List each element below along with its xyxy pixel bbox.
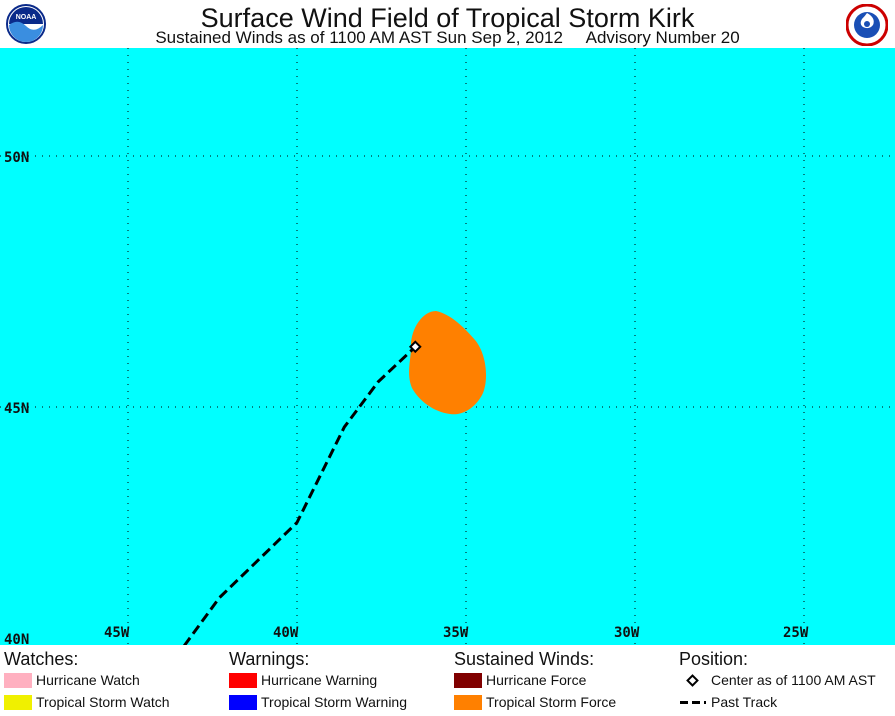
svg-text:NOAA: NOAA [16,14,37,21]
lat-label: 40N [4,632,29,645]
center-marker-icon [686,674,699,687]
tropical-storm-watch-swatch [4,695,32,710]
map: 50N 45N 40N 45W 40W 35W 30W 25W [0,48,895,645]
legend-item-tropical-storm-warning: Tropical Storm Warning [229,694,407,710]
lat-label: 45N [4,401,29,417]
legend-item-past-track: Past Track [679,694,777,710]
tropical-storm-force-swatch [454,695,482,710]
position-heading: Position: [679,649,749,669]
lon-label: 45W [104,625,130,641]
longitude-labels: 45W 40W 35W 30W 25W [104,625,809,641]
legend-item-hurricane-warning: Hurricane Warning [229,672,377,688]
sustained-winds-heading: Sustained Winds: [454,649,595,669]
legend-item-storm-center: Center as of 1100 AM AST [679,672,876,688]
tropical-storm-warning-swatch [229,695,257,710]
watches-heading: Watches: [4,649,79,669]
latitude-labels: 50N 45N 40N [4,150,29,645]
lat-label: 50N [4,150,29,166]
legend: Watches: Hurricane Watch Tropical Storm … [0,645,895,716]
hurricane-watch-swatch [4,673,32,688]
past-track-line [182,345,417,645]
noaa-logo: NOAA [6,4,46,44]
lon-label: 30W [614,625,640,641]
legend-item-tropical-storm-watch: Tropical Storm Watch [4,694,170,710]
header: NOAA Surface Wind Field of Tropical Stor… [0,0,895,48]
legend-item-tropical-storm-force: Tropical Storm Force [454,694,616,710]
hurricane-warning-swatch [229,673,257,688]
storm-center-marker [408,340,422,354]
lon-label: 40W [273,625,299,641]
legend-item-hurricane-watch: Hurricane Watch [4,672,140,688]
hurricane-force-swatch [454,673,482,688]
map-subtitle: Sustained Winds as of 1100 AM AST Sun Se… [155,28,740,47]
past-track-icon [680,701,706,704]
legend-item-hurricane-force: Hurricane Force [454,672,586,688]
lon-label: 35W [443,625,469,641]
lon-label: 25W [783,625,809,641]
tropical-storm-force-wind-area [409,311,487,415]
nws-logo [846,4,888,46]
warnings-heading: Warnings: [229,649,310,669]
gridlines [0,48,895,645]
map-title: Surface Wind Field of Tropical Storm Kir… [200,3,695,33]
